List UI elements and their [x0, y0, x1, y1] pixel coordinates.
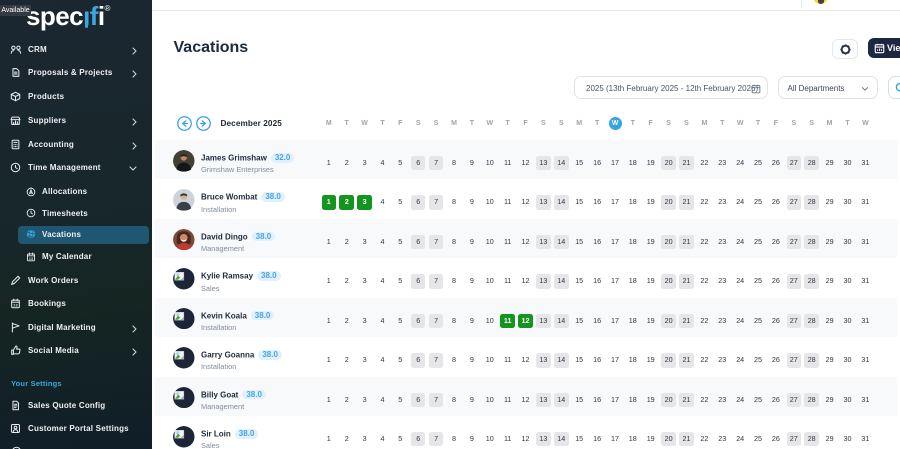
svg-text:13: 13: [29, 256, 33, 260]
svg-text:13: 13: [13, 303, 18, 308]
